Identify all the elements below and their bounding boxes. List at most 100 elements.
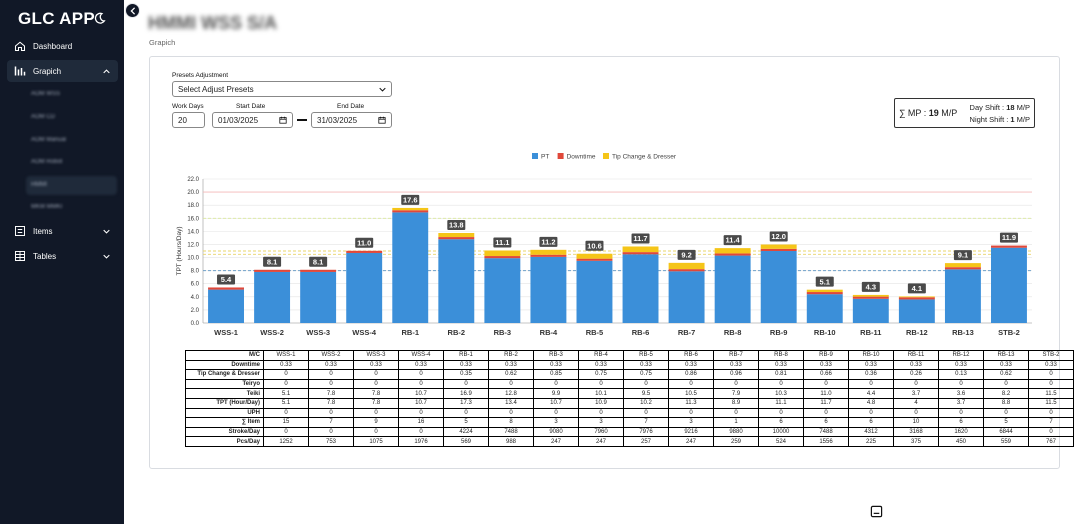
sidebar-item-items[interactable]: Items (7, 220, 118, 242)
sidebar-subitem[interactable]: AOM Robot (31, 159, 63, 165)
x-tick-label: RB-5 (586, 328, 604, 337)
bar-segment (484, 258, 521, 323)
table-row-header: ∑ Item (185, 417, 264, 428)
night-shift-unit: M/P (1014, 114, 1030, 124)
data-label-box (769, 231, 788, 242)
sidebar-item-tables[interactable]: Tables (7, 245, 118, 267)
table-cell: 3.7 (893, 388, 939, 399)
workdays-input[interactable]: 20 (172, 112, 205, 128)
table-cell: 3 (668, 417, 714, 428)
legend-swatch (557, 153, 564, 159)
table-cell: 0.33 (983, 359, 1029, 371)
table-cell: 259 (713, 436, 759, 447)
sidebar-subitem[interactable]: AOM Manual (31, 137, 67, 143)
bar-segment (991, 247, 1027, 323)
breadcrumb[interactable]: Grapich (149, 38, 176, 47)
end-date-input[interactable]: 31/03/2025 (311, 112, 392, 128)
data-label: 11.4 (726, 236, 741, 245)
table-cell: 225 (848, 436, 894, 447)
bar-segment (438, 239, 475, 323)
table-cell: 7.8 (353, 397, 399, 409)
table-cell: RB-8 (758, 350, 804, 361)
bar-segment (944, 267, 981, 270)
home-icon (14, 41, 26, 52)
table-cell: 0 (308, 426, 354, 438)
table-cell: 0.26 (893, 369, 939, 380)
table-cell: 375 (893, 436, 939, 447)
moon-icon[interactable] (93, 12, 106, 25)
table-row-header: TPT (Hour/Day) (185, 397, 264, 409)
data-label: 8.1 (313, 257, 323, 266)
table-cell: 559 (983, 436, 1029, 447)
table-cell: RB-10 (848, 350, 894, 361)
table-cell: 0 (713, 378, 759, 390)
table-cell: RB-11 (893, 350, 939, 361)
table-cell: 0 (443, 407, 489, 419)
shift-summary: Day Shift : 18 M/P Night Shift : 1 M/P (970, 102, 1030, 125)
bar-segment (898, 299, 935, 323)
table-cell: 4312 (848, 426, 894, 438)
sidebar: GLC APP Dashboard Grapich AOM WSS AOM CD… (0, 0, 124, 524)
end-date-value: 31/03/2025 (317, 115, 358, 125)
sidebar-subitem[interactable]: AOM WSS (31, 91, 61, 97)
table-cell: WSS-2 (308, 350, 354, 361)
data-label: 4.3 (866, 283, 876, 292)
table-cell: 0.33 (488, 359, 534, 371)
table-cell: 247 (668, 436, 714, 447)
chevron-left-icon (130, 7, 136, 15)
table-cell: RB-1 (443, 350, 489, 361)
sidebar-item-grapich[interactable]: Grapich (7, 60, 118, 82)
table-cell: 0 (488, 407, 534, 419)
table-cell: 450 (938, 436, 984, 447)
table-cell: 0 (353, 407, 399, 419)
start-date-input[interactable]: 01/03/2025 (212, 112, 293, 128)
day-shift-label: Day Shift : (969, 103, 1007, 112)
summary-table: M/C WSS-1 WSS-2 WSS-3 WSS-4 RB-1 RB-2 RB-3 RB-4 R… (185, 350, 1074, 447)
y-tick-label: 12.0 (187, 242, 199, 248)
data-label: 12.0 (771, 232, 786, 241)
sidebar-item-dashboard[interactable]: Dashboard (7, 35, 118, 57)
table-cell: 3168 (893, 426, 939, 438)
table-cell: 4.4 (848, 388, 894, 399)
table-cell: 5.1 (263, 388, 309, 399)
presets-select[interactable]: Select Adjust Presets (172, 81, 392, 97)
table-cell: 0.33 (758, 359, 804, 371)
table-cell: WSS-1 (263, 350, 309, 361)
document-icon[interactable] (870, 505, 883, 518)
page-title: HMMI WSS S/A (148, 13, 277, 33)
bar-segment (668, 262, 705, 270)
bar-segment (438, 237, 475, 240)
sidebar-subitem[interactable]: MKM MMKI (31, 204, 63, 210)
table-cell: 0 (398, 369, 444, 380)
table-cell: 0 (263, 407, 309, 419)
table-cell: 4224 (443, 426, 489, 438)
table-cell: 0 (983, 407, 1029, 419)
bar-segment (530, 256, 567, 323)
table-cell: 524 (758, 436, 804, 447)
table-cell: 0.33 (443, 359, 489, 371)
sidebar-subitem-selected[interactable]: HMMI (26, 176, 117, 195)
bar-segment (714, 253, 751, 256)
y-tick-label: 22.0 (187, 177, 199, 183)
total-mp-value: 19 (928, 108, 939, 118)
table-cell: RB-12 (938, 350, 984, 361)
y-tick-label: 20.0 (187, 190, 199, 196)
table-cell: 7488 (488, 426, 534, 438)
bar-segment (622, 254, 659, 323)
bar-segment (576, 253, 613, 259)
bar-segment (760, 251, 797, 323)
table-cell: 8 (488, 417, 534, 428)
table-cell: 6 (938, 417, 984, 428)
table-cell: RB-9 (803, 350, 849, 361)
table-cell: 6 (848, 417, 894, 428)
table-cell: RB-4 (578, 350, 624, 361)
table-cell: 10.7 (398, 388, 444, 399)
collapse-sidebar-button[interactable] (125, 3, 140, 18)
bar-segment (208, 289, 244, 323)
table-cell: 0.62 (488, 369, 534, 380)
table-cell: 0 (533, 407, 579, 419)
bar-segment (254, 269, 291, 272)
sidebar-subitem[interactable]: AOM CD (31, 114, 55, 120)
manpower-summary: ∑ MP : 19 M/P Day Shift : 18 M/P Night S… (894, 98, 1035, 128)
y-tick-label: 14.0 (187, 229, 199, 235)
